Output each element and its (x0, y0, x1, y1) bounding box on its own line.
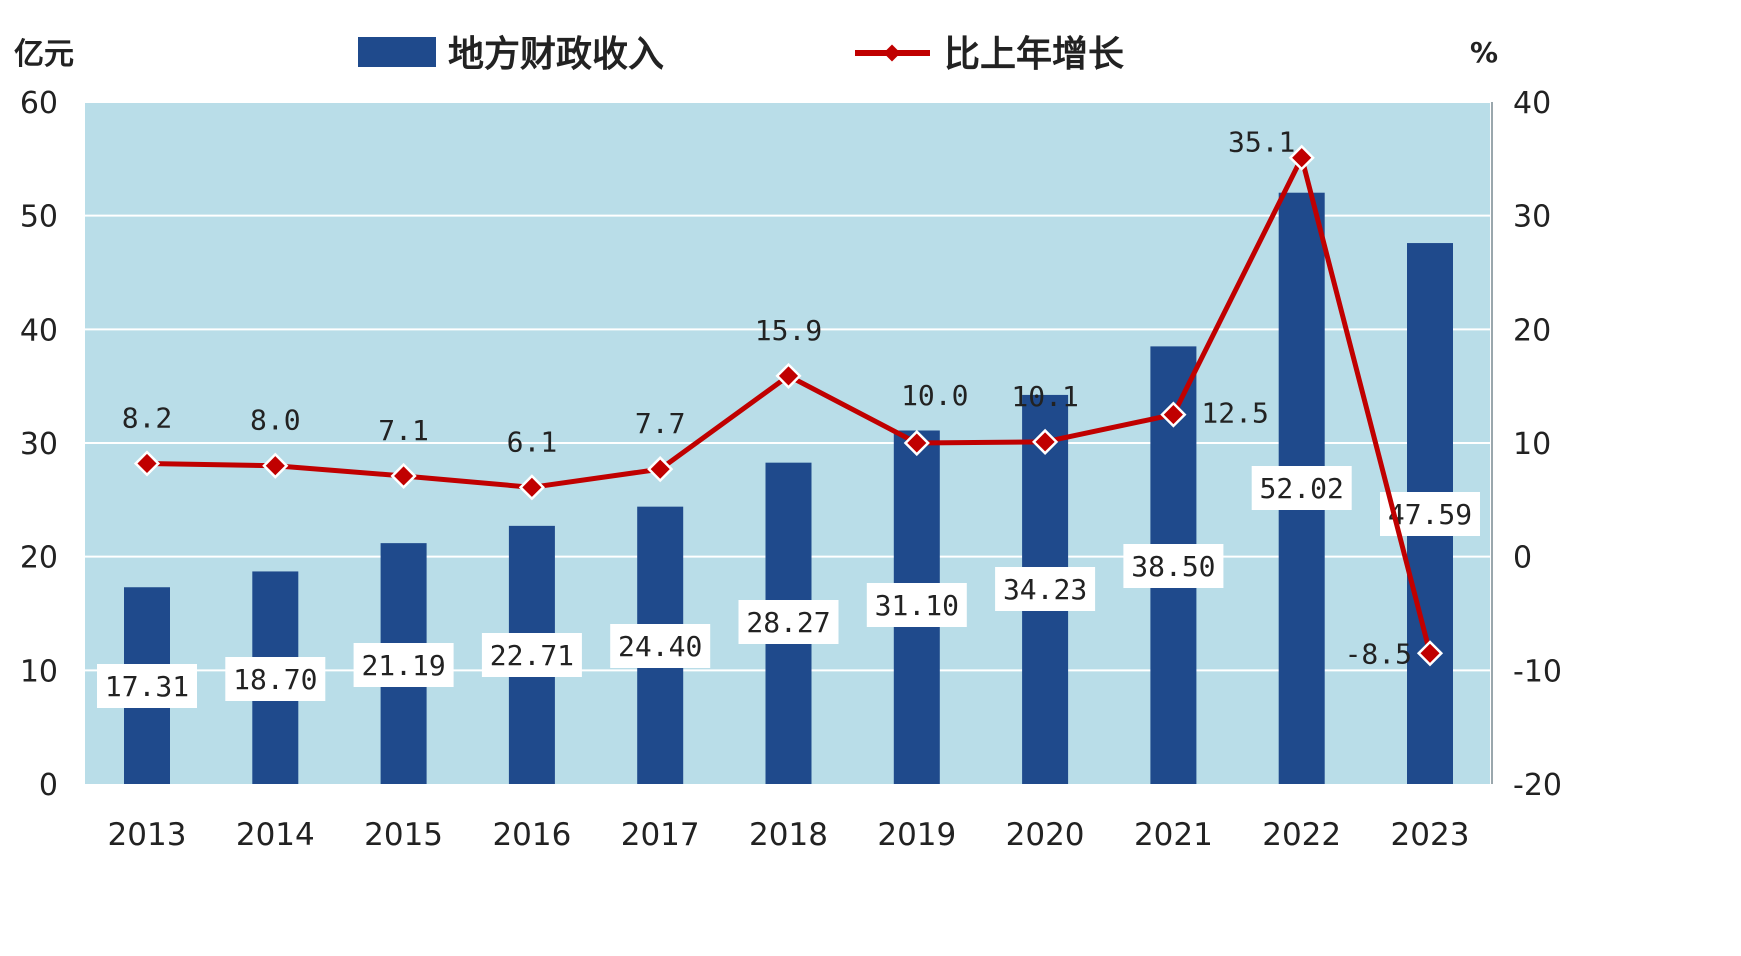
x-tick-label: 2022 (1262, 817, 1341, 853)
bar-label-box (866, 583, 967, 627)
left-axis-ticks: 0 10 20 30 40 50 60 (20, 86, 58, 803)
growth-value-label: -8.5 (1345, 637, 1412, 670)
left-axis-unit: 亿元 (14, 37, 74, 72)
right-tick-label: 0 (1513, 541, 1532, 576)
x-tick-label: 2015 (364, 817, 443, 853)
right-axis-unit: % (1470, 36, 1498, 69)
legend: 地方财政收入 比上年增长 (358, 34, 1124, 75)
x-tick-label: 2014 (236, 817, 315, 853)
growth-value-label: 35.1 (1228, 126, 1295, 159)
legend-line-marker (883, 44, 901, 62)
growth-value-label: 15.9 (755, 314, 822, 347)
growth-marker (262, 452, 289, 479)
x-tick-label: 2013 (108, 817, 187, 853)
right-tick-label: -10 (1513, 654, 1562, 689)
left-tick-label: 0 (39, 768, 58, 803)
x-axis-ticks: 2013 2014 2015 2016 2017 2018 2019 2020 2021 2022… (108, 817, 1470, 853)
x-tick-label: 2021 (1134, 817, 1213, 853)
growth-value-label: 7.7 (635, 407, 686, 440)
left-tick-label: 10 (20, 654, 58, 689)
bar-value-label: 31.10 (875, 589, 959, 622)
bar-label-box (1251, 466, 1352, 510)
bar-value-label: 24.40 (618, 630, 702, 663)
growth-marker (903, 429, 930, 457)
x-tick-label: 2017 (621, 817, 700, 853)
left-tick-label: 60 (20, 86, 58, 121)
right-tick-label: 20 (1513, 313, 1551, 348)
bar-value-label: 18.70 (233, 663, 317, 696)
right-tick-label: 30 (1513, 200, 1551, 235)
bar-value-label: 21.19 (361, 649, 445, 682)
growth-value-label: 6.1 (507, 425, 558, 458)
bar-value-label: 17.31 (105, 670, 189, 703)
growth-marker (1416, 640, 1444, 667)
growth-marker (1160, 401, 1187, 428)
bar-value-label: 52.02 (1260, 472, 1344, 505)
bar-labels: 17.31 18.70 21.19 22.71 24.40 28.27 31.10 34.23… (97, 466, 1480, 708)
growth-line (133, 144, 1444, 667)
bar-label-box (995, 567, 1096, 611)
growth-value-label: 8.2 (122, 401, 173, 434)
growth-marker (775, 362, 802, 390)
right-tick-label: 40 (1513, 86, 1551, 121)
right-tick-label: -20 (1513, 768, 1562, 803)
bar-label-box (97, 664, 197, 708)
growth-value-label: 7.1 (378, 414, 429, 447)
bar-label-box (1123, 544, 1224, 588)
bar-value-label: 38.50 (1131, 550, 1215, 583)
legend-bar-swatch (358, 37, 436, 67)
bar-label-box (738, 600, 839, 644)
bar-label-box (225, 657, 326, 701)
growth-labels: 8.2 8.0 7.1 6.1 7.7 15.9 10.0 10.1 12.5 35.1 -8.5 (122, 126, 1412, 671)
left-tick-label: 50 (20, 200, 58, 235)
x-tick-label: 2023 (1391, 817, 1470, 853)
growth-value-label: 12.5 (1201, 397, 1268, 430)
left-tick-label: 20 (20, 541, 58, 576)
legend-line-label: 比上年增长 (944, 34, 1124, 75)
x-tick-label: 2018 (749, 817, 828, 853)
growth-marker (518, 474, 545, 501)
bar-value-label: 34.23 (1003, 573, 1087, 606)
bar-label-box (353, 643, 454, 687)
growth-marker (647, 456, 674, 483)
bar-label-box (610, 624, 711, 668)
growth-marker (1288, 144, 1315, 171)
bar-value-label: 28.27 (746, 606, 830, 639)
right-tick-label: 10 (1513, 427, 1551, 462)
legend-bar-label: 地方财政收入 (448, 34, 664, 75)
growth-marker (133, 450, 161, 477)
left-tick-label: 40 (20, 313, 58, 348)
bar-value-label: 47.59 (1388, 498, 1472, 531)
right-axis-ticks: -20 -10 0 10 20 30 40 (1513, 86, 1562, 803)
growth-value-label: 8.0 (250, 404, 301, 437)
bar-label-box (481, 633, 582, 677)
bar-value-label: 22.71 (490, 639, 574, 672)
left-tick-label: 30 (20, 427, 58, 462)
growth-value-label: 10.1 (1011, 380, 1078, 413)
growth-value-label: 10.0 (901, 379, 968, 412)
x-tick-label: 2016 (492, 817, 571, 853)
growth-marker (1032, 428, 1059, 455)
x-tick-label: 2019 (877, 817, 956, 853)
x-tick-label: 2020 (1006, 817, 1085, 853)
growth-marker (390, 462, 417, 490)
